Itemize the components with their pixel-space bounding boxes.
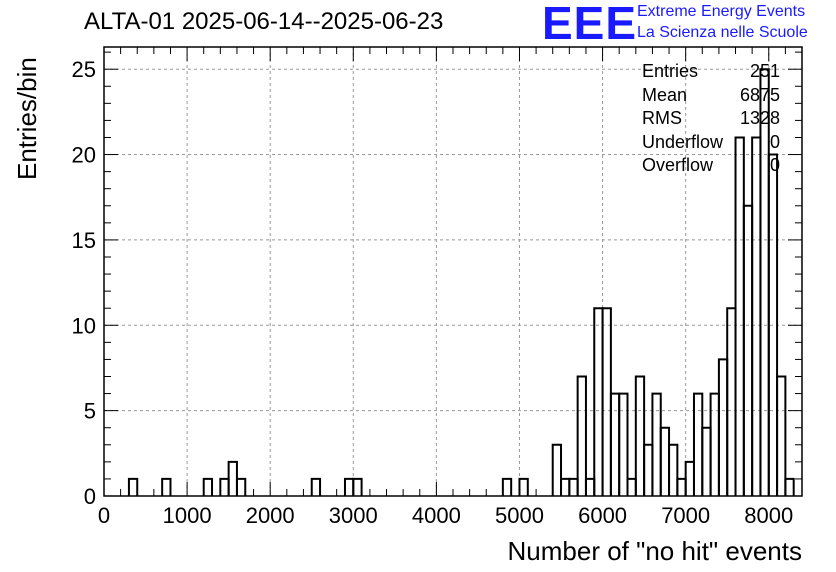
- stat-value: 1328: [739, 108, 780, 128]
- stat-label: Entries: [642, 61, 699, 81]
- histogram-bin: [651, 392, 662, 496]
- y-tick-label: 20: [72, 143, 96, 168]
- histogram-bin: [352, 477, 363, 496]
- histogram-bin: [784, 477, 795, 496]
- stat-value: 0: [769, 155, 780, 175]
- stat-row: Overflow 0: [642, 154, 780, 178]
- eee-logo: EEE: [542, 0, 638, 49]
- histogram-bin: [501, 477, 513, 496]
- y-tick-label: 15: [72, 228, 96, 253]
- histogram-bin: [219, 477, 230, 496]
- stat-label: Mean: [642, 84, 688, 105]
- histogram-bin: [701, 426, 712, 496]
- histogram-bin: [127, 477, 139, 496]
- histogram-bin: [609, 392, 621, 496]
- histogram-bin: [643, 443, 654, 496]
- x-tick-label: 5000: [495, 503, 544, 528]
- histogram-bin: [576, 375, 587, 496]
- histogram-bin: [717, 358, 729, 496]
- histogram-bin: [310, 477, 322, 496]
- histogram-bin: [684, 460, 695, 496]
- x-tick-label: 1000: [163, 503, 212, 528]
- stat-row: RMS 1328: [642, 107, 780, 131]
- stat-label: Underflow: [642, 131, 724, 152]
- histogram-bin: [726, 307, 737, 496]
- stat-label: RMS: [642, 108, 682, 128]
- x-tick-label: 8000: [744, 503, 793, 528]
- stat-value: 0: [769, 131, 780, 152]
- histogram-bin: [618, 392, 629, 496]
- x-tick-label: 6000: [578, 503, 627, 528]
- x-tick-label: 2000: [246, 503, 295, 528]
- histogram-bin: [626, 477, 637, 496]
- y-tick-label: 5: [84, 399, 96, 424]
- histogram-bin: [568, 477, 579, 496]
- histogram-bin: [742, 204, 754, 496]
- histogram-bin: [767, 153, 779, 496]
- stats-box: Entries 251 Mean 6875 RMS 1328 Underflow 0 Overf…: [642, 60, 780, 178]
- histogram-bin: [634, 375, 646, 496]
- y-axis-label: Entries/bin: [12, 57, 42, 180]
- stat-value: 251: [749, 61, 780, 81]
- histogram-bin: [202, 477, 214, 496]
- histogram-bin: [659, 426, 671, 496]
- histogram-bin: [692, 392, 704, 496]
- histogram-bin: [601, 307, 612, 496]
- histogram-bin: [751, 136, 762, 496]
- y-axis-label-wrap: Entries/bin: [8, 57, 42, 190]
- histogram-bin: [343, 477, 355, 496]
- histogram-bin: [709, 392, 720, 496]
- y-tick-label: 10: [72, 313, 96, 338]
- histogram-bin: [776, 375, 787, 496]
- histogram-bin: [235, 477, 247, 496]
- histogram-bin: [593, 307, 604, 496]
- stat-row: Entries 251: [642, 60, 780, 84]
- histogram-bin: [676, 477, 687, 496]
- y-tick-label: 0: [84, 484, 96, 509]
- stat-row: Mean 6875: [642, 84, 780, 108]
- histogram-bin: [734, 136, 745, 496]
- stat-value: 6875: [739, 84, 780, 105]
- chart-title: ALTA-01 2025-06-14--2025-06-23: [84, 8, 444, 35]
- histogram-bin: [551, 443, 563, 496]
- x-tick-label: 3000: [329, 503, 378, 528]
- x-tick-label: 7000: [661, 503, 710, 528]
- histogram-bin: [518, 477, 529, 496]
- histogram-bin: [560, 477, 571, 496]
- histogram-bin: [161, 477, 172, 496]
- stat-label: Overflow: [642, 155, 714, 175]
- histogram-bin: [668, 443, 679, 496]
- y-tick-label: 25: [72, 57, 96, 82]
- x-tick-label: 0: [98, 503, 110, 528]
- logo-line-2: La Scienza nelle Scuole: [637, 24, 808, 41]
- histogram-bin: [227, 460, 238, 496]
- stat-row: Underflow 0: [642, 131, 780, 155]
- histogram-bin: [584, 477, 596, 496]
- logo-line-1: Extreme Energy Events: [637, 3, 806, 20]
- x-axis-label: Number of "no hit" events: [507, 536, 803, 566]
- x-tick-label: 4000: [412, 503, 461, 528]
